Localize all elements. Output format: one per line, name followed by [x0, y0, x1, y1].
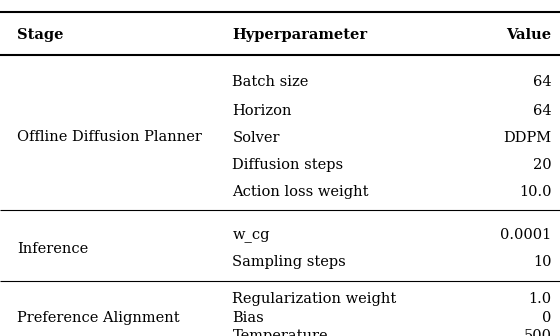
Text: DDPM: DDPM	[503, 131, 552, 145]
Text: 500: 500	[524, 329, 552, 336]
Text: Action loss weight: Action loss weight	[232, 184, 369, 199]
Text: w_cg: w_cg	[232, 228, 270, 242]
Text: Inference: Inference	[17, 242, 88, 256]
Text: 10: 10	[533, 255, 552, 269]
Text: Horizon: Horizon	[232, 104, 292, 118]
Text: 64: 64	[533, 75, 552, 89]
Text: Sampling steps: Sampling steps	[232, 255, 346, 269]
Text: 1.0: 1.0	[529, 292, 552, 306]
Text: 10.0: 10.0	[519, 184, 552, 199]
Text: Offline Diffusion Planner: Offline Diffusion Planner	[17, 130, 202, 144]
Text: 0: 0	[542, 310, 552, 325]
Text: Batch size: Batch size	[232, 75, 309, 89]
Text: Regularization weight: Regularization weight	[232, 292, 396, 306]
Text: 20: 20	[533, 158, 552, 172]
Text: Bias: Bias	[232, 310, 264, 325]
Text: Diffusion steps: Diffusion steps	[232, 158, 343, 172]
Text: Stage: Stage	[17, 28, 63, 42]
Text: Temperature: Temperature	[232, 329, 328, 336]
Text: Solver: Solver	[232, 131, 280, 145]
Text: Hyperparameter: Hyperparameter	[232, 28, 367, 42]
Text: 0.0001: 0.0001	[500, 228, 552, 242]
Text: Value: Value	[506, 28, 552, 42]
Text: 64: 64	[533, 104, 552, 118]
Text: Preference Alignment: Preference Alignment	[17, 310, 179, 325]
